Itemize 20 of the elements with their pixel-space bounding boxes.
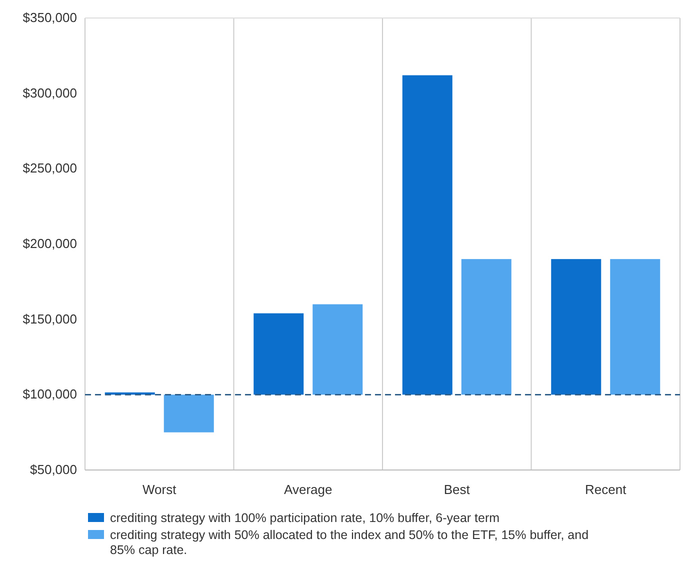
y-tick-label: $200,000 [22,236,77,251]
x-tick-label: Best [444,482,470,497]
x-tick-label: Recent [585,482,627,497]
bar [312,304,363,395]
y-tick-label: $300,000 [22,85,77,100]
bar [254,313,304,395]
x-tick-label: Worst [142,482,177,497]
bar [164,394,214,432]
bar [610,259,660,395]
y-tick-label: $100,000 [22,386,77,402]
bar [402,75,452,395]
y-tick-label: $150,000 [22,311,77,326]
bar [551,259,602,395]
x-tick-label: Average [284,482,332,497]
y-tick-label: $350,000 [22,10,77,25]
y-tick-label: $250,000 [22,160,77,176]
bar [461,259,512,395]
y-tick-label: $50,000 [30,462,77,477]
legend-label: crediting strategy with 100% participation rate, 10% buffer, 6-year term [110,511,500,525]
legend-label: crediting strategy with 50% allocated to the index and 50% to the ETF, 15% buffer, and 85% cap rate. [110,528,589,557]
